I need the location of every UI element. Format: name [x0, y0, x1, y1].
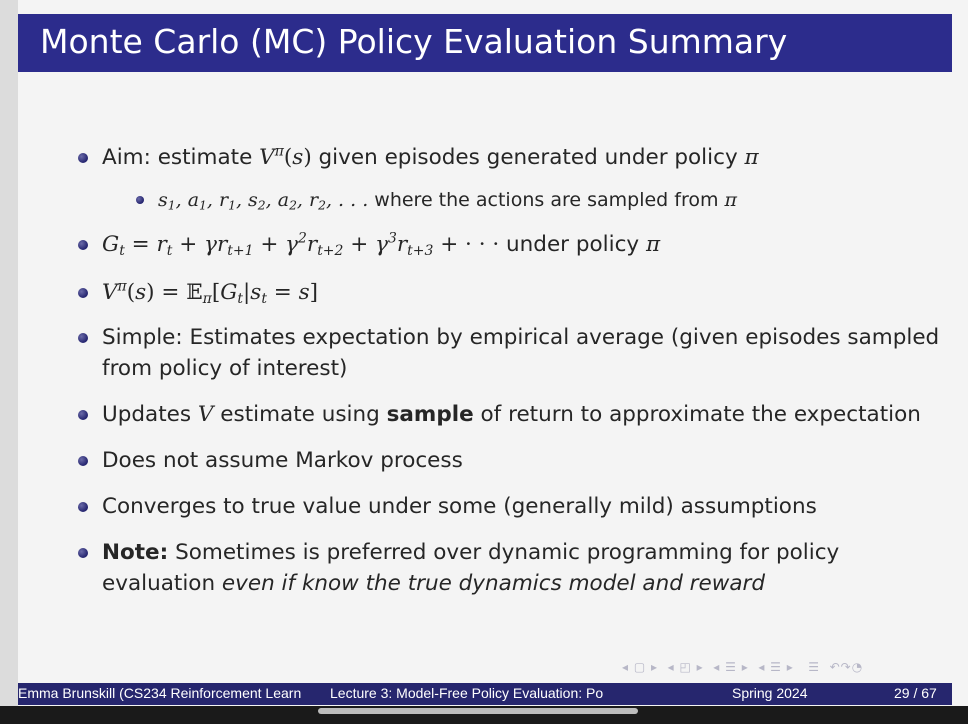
footer-bar: Emma Brunskill (CS234 Reinforcement Lear… — [18, 683, 952, 705]
bullet-marker — [78, 288, 88, 298]
value-math: Vπ(s) = 𝔼π[Gt|st = s] — [102, 278, 319, 308]
beamer-navigation-icons[interactable]: ◂ ▢ ▸ ◂ ◰ ▸ ◂ ☰ ▸ ◂ ☰ ▸ ☰ ↶↷◔ — [622, 660, 864, 674]
episode-sequence-text: where the actions are sampled from — [374, 189, 725, 211]
bullet-marker — [78, 410, 88, 420]
bullet-marker — [78, 333, 88, 343]
episode-sequence-math: s1, a1, r1, s2, a2, r2, . . . — [158, 189, 375, 213]
return-suffix: under policy — [499, 232, 646, 257]
bullet-marker — [78, 548, 88, 558]
aim-prefix: Aim: estimate — [102, 145, 260, 170]
footer-author: Emma Brunskill (CS234 Reinforcement Lear… — [18, 685, 302, 701]
video-progress-bar[interactable] — [318, 708, 638, 714]
sample-bold: sample — [386, 402, 474, 427]
slide-title: Monte Carlo (MC) Policy Evaluation Summa… — [40, 22, 788, 61]
video-bottom-strip — [0, 706, 968, 724]
bullet-marker — [78, 456, 88, 466]
simple-line-1: Simple: Estimates expectation by empiric… — [102, 325, 940, 350]
bullet-marker — [78, 502, 88, 512]
footer-lecture: Lecture 3: Model-Free Policy Evaluation:… — [330, 685, 604, 701]
footer-page-number: 29 / 67 — [894, 685, 937, 701]
note-line-1: Note: Sometimes is preferred over dynami… — [102, 540, 840, 565]
sub-bullet-marker — [136, 196, 144, 204]
aim-math: Vπ(s) — [259, 143, 312, 170]
slide-left-edge — [0, 0, 18, 724]
note-line-2: evaluation even if know the true dynamic… — [102, 571, 765, 596]
bullet-marker — [78, 240, 88, 250]
simple-line-2: from policy of interest) — [102, 356, 348, 381]
aim-pi: π — [744, 145, 759, 170]
return-math: Gt = rt + γrt+1 + γ2rt+2 + γ3rt+3 + · · … — [102, 230, 500, 260]
footer-term: Spring 2024 — [732, 685, 808, 701]
aim-suffix: given episodes generated under policy — [311, 145, 745, 170]
title-bar: Monte Carlo (MC) Policy Evaluation Summa… — [18, 14, 952, 72]
bullet-marker — [78, 153, 88, 163]
